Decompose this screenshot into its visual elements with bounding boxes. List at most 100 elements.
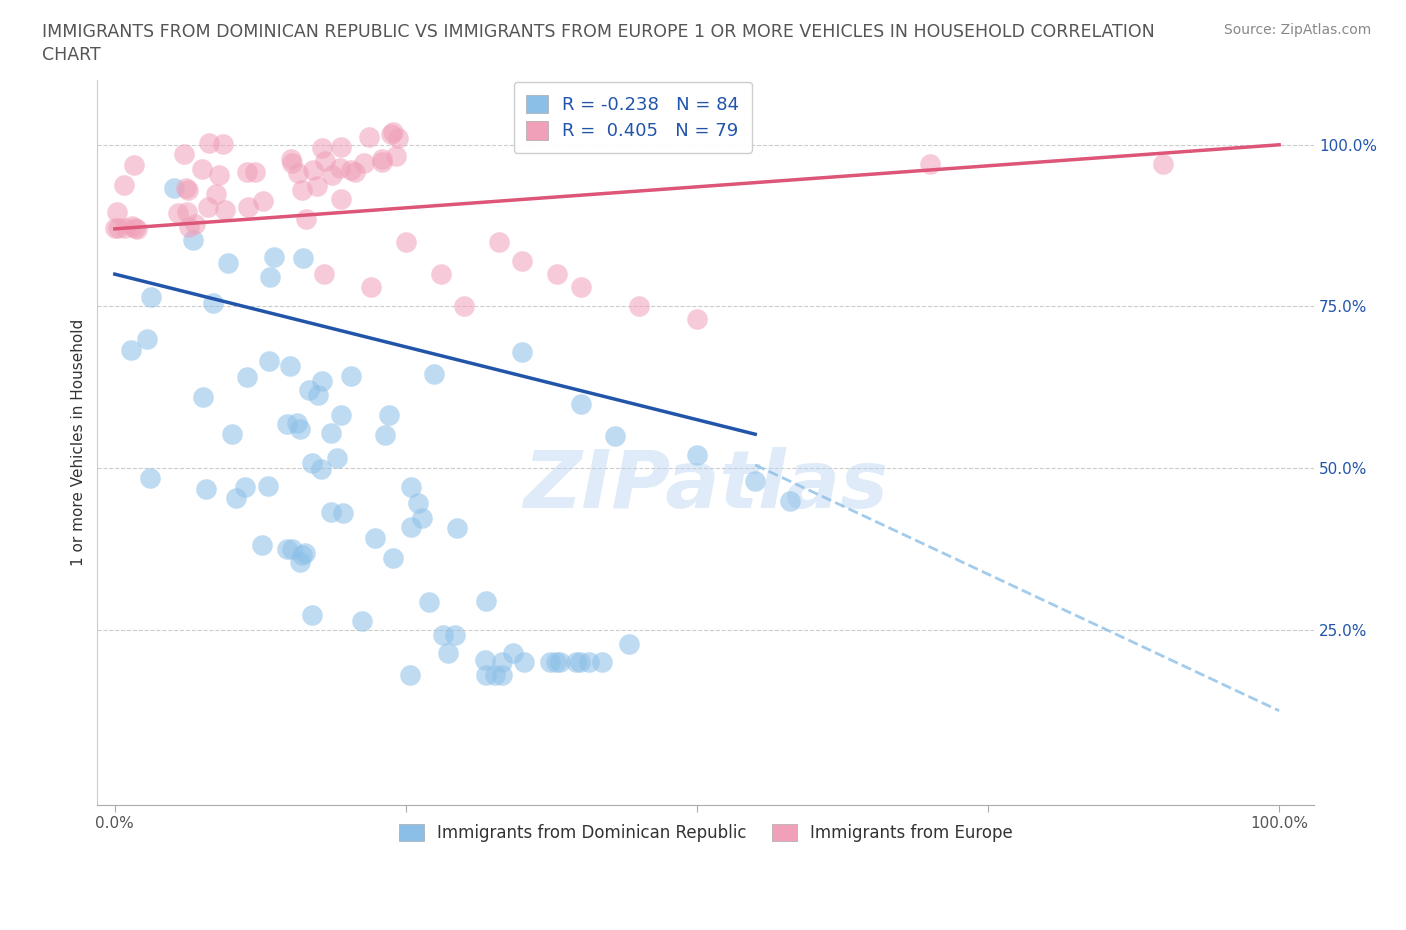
- Point: [381, 125, 404, 140]
- Point: [291, 250, 314, 265]
- Point: [294, 546, 316, 561]
- Point: [280, 152, 302, 166]
- Point: [121, 219, 143, 233]
- Point: [544, 655, 567, 670]
- Point: [502, 645, 524, 660]
- Point: [1152, 157, 1174, 172]
- Point: [399, 479, 422, 494]
- Point: [319, 505, 342, 520]
- Point: [491, 668, 513, 683]
- Point: [360, 280, 382, 295]
- Point: [538, 655, 561, 670]
- Point: [569, 280, 592, 295]
- Point: [290, 183, 312, 198]
- Point: [252, 193, 274, 208]
- Point: [444, 628, 467, 643]
- Point: [343, 165, 366, 179]
- Point: [319, 425, 342, 440]
- Point: [233, 480, 256, 495]
- Point: [591, 655, 613, 670]
- Point: [330, 140, 353, 154]
- Point: [491, 655, 513, 670]
- Point: [399, 520, 422, 535]
- Point: [569, 655, 592, 670]
- Point: [297, 382, 319, 397]
- Point: [311, 374, 333, 389]
- Point: [387, 131, 409, 146]
- Point: [225, 490, 247, 505]
- Text: IMMIGRANTS FROM DOMINICAN REPUBLIC VS IMMIGRANTS FROM EUROPE 1 OR MORE VEHICLES : IMMIGRANTS FROM DOMINICAN REPUBLIC VS IM…: [42, 23, 1154, 41]
- Point: [107, 220, 129, 235]
- Point: [243, 165, 266, 179]
- Text: CHART: CHART: [42, 46, 101, 63]
- Point: [513, 655, 536, 670]
- Point: [138, 471, 160, 485]
- Point: [197, 199, 219, 214]
- Point: [512, 344, 534, 359]
- Point: [174, 181, 197, 196]
- Point: [288, 554, 311, 569]
- Point: [295, 212, 318, 227]
- Point: [114, 220, 136, 235]
- Point: [340, 163, 363, 178]
- Point: [446, 521, 468, 536]
- Point: [330, 407, 353, 422]
- Point: [104, 220, 127, 235]
- Point: [408, 496, 430, 511]
- Point: [281, 541, 304, 556]
- Point: [125, 221, 148, 236]
- Point: [326, 451, 349, 466]
- Point: [301, 162, 323, 177]
- Point: [263, 250, 285, 265]
- Point: [578, 655, 600, 670]
- Point: [918, 157, 941, 172]
- Point: [311, 140, 333, 155]
- Point: [202, 296, 225, 311]
- Point: [288, 421, 311, 436]
- Point: [259, 270, 281, 285]
- Point: [190, 162, 212, 177]
- Point: [744, 473, 766, 488]
- Point: [550, 655, 572, 670]
- Point: [307, 388, 329, 403]
- Point: [353, 155, 375, 170]
- Point: [423, 366, 446, 381]
- Point: [236, 200, 259, 215]
- Point: [124, 220, 146, 235]
- Point: [546, 267, 568, 282]
- Point: [605, 429, 627, 444]
- Point: [307, 179, 329, 193]
- Point: [395, 234, 418, 249]
- Point: [105, 205, 128, 219]
- Point: [329, 161, 352, 176]
- Point: [686, 448, 709, 463]
- Point: [122, 157, 145, 172]
- Point: [371, 154, 394, 169]
- Point: [474, 653, 496, 668]
- Point: [195, 482, 218, 497]
- Point: [120, 342, 142, 357]
- Text: Source: ZipAtlas.com: Source: ZipAtlas.com: [1223, 23, 1371, 37]
- Point: [179, 219, 201, 234]
- Point: [301, 607, 323, 622]
- Point: [385, 149, 408, 164]
- Point: [321, 167, 343, 182]
- Point: [332, 506, 354, 521]
- Point: [329, 192, 352, 206]
- Point: [276, 417, 298, 432]
- Point: [430, 267, 453, 282]
- Point: [475, 593, 498, 608]
- Point: [488, 234, 510, 249]
- Point: [167, 206, 190, 220]
- Point: [411, 511, 433, 525]
- Point: [141, 289, 163, 304]
- Point: [418, 595, 440, 610]
- Point: [512, 254, 534, 269]
- Point: [398, 668, 420, 683]
- Point: [627, 299, 650, 314]
- Point: [236, 370, 259, 385]
- Point: [212, 137, 235, 152]
- Point: [437, 646, 460, 661]
- Point: [112, 178, 135, 193]
- Point: [252, 538, 274, 552]
